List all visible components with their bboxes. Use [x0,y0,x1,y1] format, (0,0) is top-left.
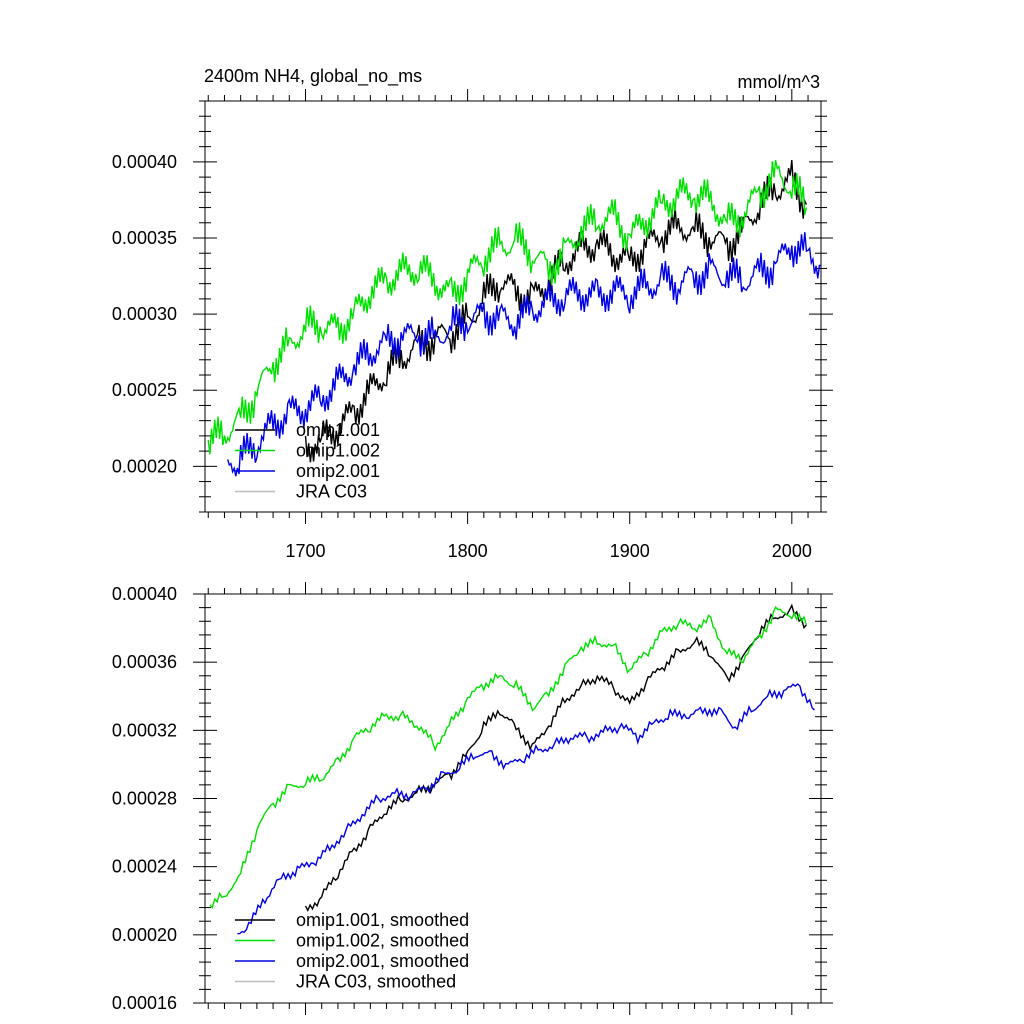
y-tick-label: 0.00036 [112,652,177,672]
x-tick-label: 2000 [772,541,812,561]
legend-label: omip1.001 [296,420,380,440]
y-tick-label: 0.00040 [112,584,177,604]
top-panel: 1700 1800 1900 2000 0.00020 0.00025 0.00030 0.0… [112,89,833,561]
y-tick-label: 0.00035 [112,228,177,248]
series-line-omip1-002-smoothed [209,605,808,909]
legend-label: omip1.001, smoothed [296,910,469,930]
legend-label: omip1.002, smoothed [296,931,469,951]
units-label: mmol/m^3 [738,72,820,92]
series-line-omip1-002 [207,159,808,455]
x-tick-label: 1700 [285,541,325,561]
legend-label: omip1.002 [296,441,380,461]
y-tick-label: 0.00028 [112,789,177,809]
x-tick-label: 1800 [448,541,488,561]
legend-label: JRA C03, smoothed [296,972,456,992]
y-tick-label: 0.00032 [112,720,177,740]
y-tick-label: 0.00016 [112,993,177,1013]
series-line-omip1-001-smoothed [304,603,807,913]
y-tick-label: 0.00025 [112,380,177,400]
y-tick-label: 0.00040 [112,152,177,172]
y-tick-label: 0.00024 [112,857,177,877]
y-tick-label: 0.00020 [112,456,177,476]
series-line-omip2-001 [227,232,821,477]
legend-label: omip2.001, smoothed [296,951,469,971]
plot-frame [204,100,822,513]
legend-label: omip2.001 [296,461,380,481]
bottom-panel: 0.00016 0.00020 0.00024 0.00028 0.00032 0.000… [112,582,833,1015]
y-tick-label: 0.00030 [112,304,177,324]
chart-title: 2400m NH4, global_no_ms [204,66,422,87]
x-tick-label: 1900 [610,541,650,561]
legend-label: JRA C03 [296,482,367,502]
y-tick-label: 0.00020 [112,925,177,945]
series-line-omip2-001-smoothed [237,683,815,935]
